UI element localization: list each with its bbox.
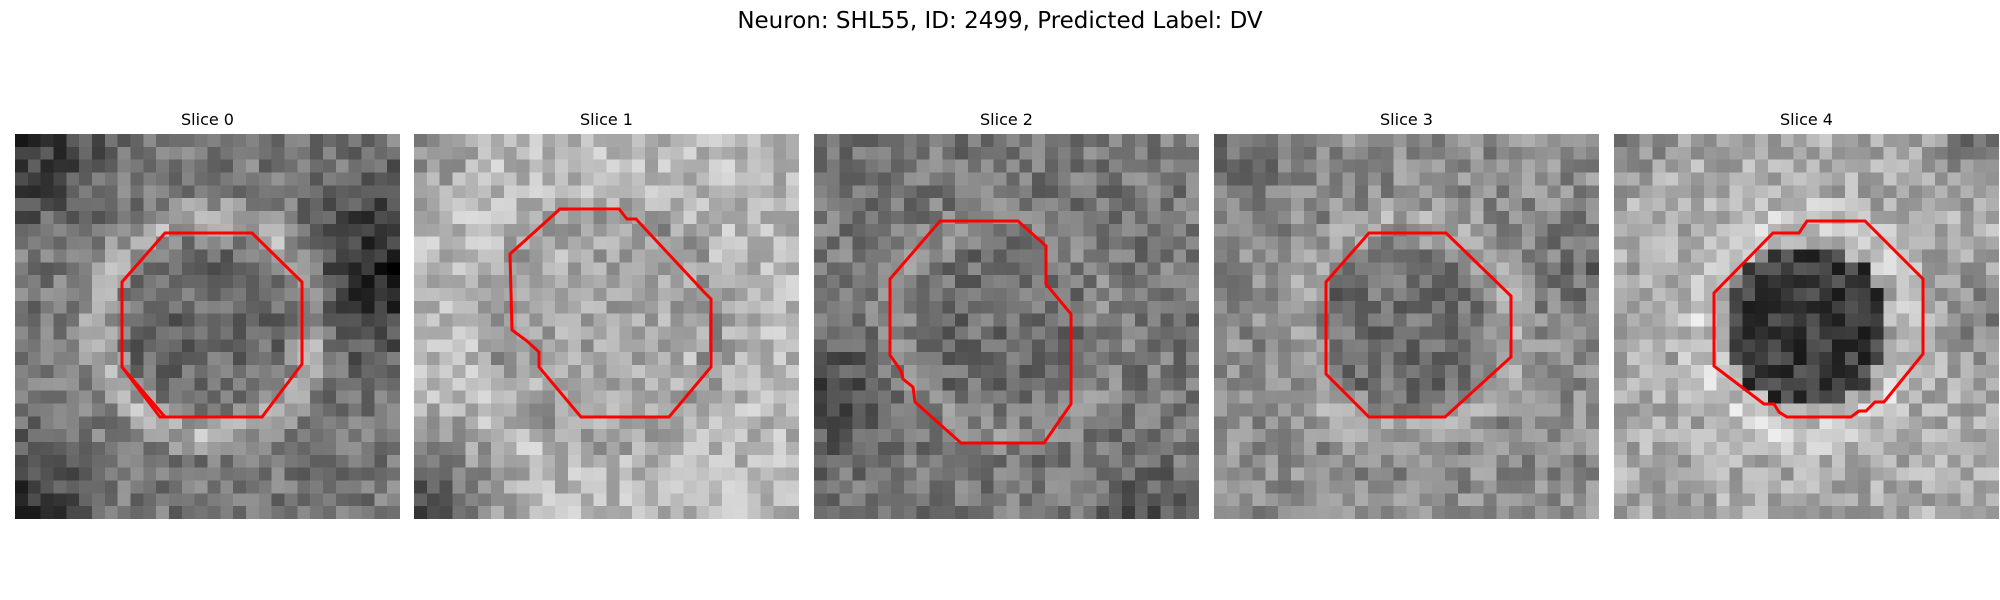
roi-outline-0	[120, 231, 304, 419]
slice-panel-4: Slice 4	[1614, 110, 1999, 519]
slice-panel-0: Slice 0	[15, 110, 400, 519]
roi-outline-1	[508, 207, 713, 419]
roi-outline-2	[888, 219, 1073, 445]
roi-outline-3	[1324, 231, 1513, 419]
slice-panel-3: Slice 3	[1214, 110, 1599, 519]
grayscale-image-1	[414, 134, 799, 519]
slice-title-1: Slice 1	[580, 110, 633, 129]
slice-panel-1: Slice 1	[414, 110, 799, 519]
roi-polygon-1	[508, 207, 713, 419]
roi-outline-4	[1712, 219, 1925, 419]
slice-title-2: Slice 2	[980, 110, 1033, 129]
slice-image-4	[1614, 134, 1999, 519]
slice-image-1	[414, 134, 799, 519]
roi-polygon-0	[120, 231, 304, 419]
grayscale-image-4	[1614, 134, 1999, 519]
slice-image-2	[814, 134, 1199, 519]
grayscale-image-0	[15, 134, 400, 519]
grayscale-image-3	[1214, 134, 1599, 519]
slice-title-3: Slice 3	[1380, 110, 1433, 129]
slice-title-4: Slice 4	[1780, 110, 1833, 129]
slice-image-0	[15, 134, 400, 519]
slice-panel-2: Slice 2	[814, 110, 1199, 519]
figure-title: Neuron: SHL55, ID: 2499, Predicted Label…	[737, 8, 1263, 34]
roi-polygon-3	[1324, 231, 1513, 419]
grayscale-image-2	[814, 134, 1199, 519]
roi-polygon-4	[1712, 219, 1925, 419]
roi-polygon-2	[888, 219, 1073, 445]
slice-title-0: Slice 0	[181, 110, 234, 129]
slice-image-3	[1214, 134, 1599, 519]
